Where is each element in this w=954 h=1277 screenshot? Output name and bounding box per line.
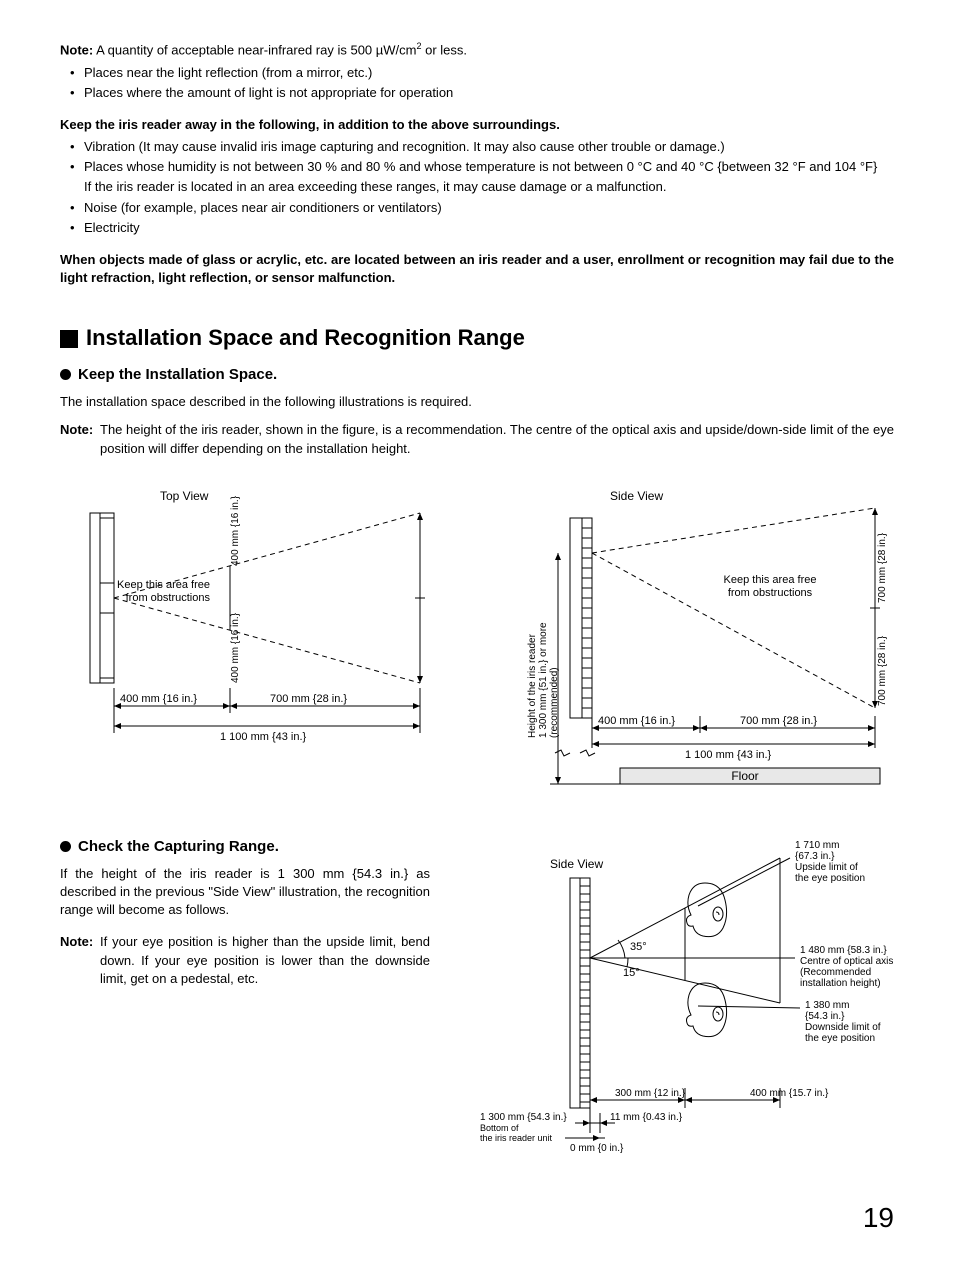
sub1-text: The installation space described in the … <box>60 393 894 411</box>
svg-text:1 100 mm {43 in.}: 1 100 mm {43 in.} <box>220 731 307 743</box>
diagram-top-view: Top View Keep this area free from obstru… <box>60 488 440 798</box>
svg-text:35°: 35° <box>630 941 647 953</box>
dot-icon <box>60 369 71 380</box>
note-body: If your eye position is higher than the … <box>60 933 430 988</box>
svg-text:Downside limit of: Downside limit of <box>805 1022 881 1033</box>
sub1-note: Note: The height of the iris reader, sho… <box>60 421 894 457</box>
svg-text:1 300 mm {51 in.} or more: 1 300 mm {51 in.} or more <box>538 622 549 738</box>
bullet-item: Noise (for example, places near air cond… <box>84 199 894 217</box>
svg-text:{67.3 in.}: {67.3 in.} <box>795 851 835 862</box>
bullet-item: Places where the amount of light is not … <box>84 84 894 102</box>
bullet-item: Places near the light reflection (from a… <box>84 64 894 82</box>
svg-text:Keep this area free: Keep this area free <box>724 574 817 586</box>
keep-away-heading: Keep the iris reader away in the followi… <box>60 116 894 134</box>
top-view-title: Top View <box>160 489 209 503</box>
bullet-item: Vibration (It may cause invalid iris ima… <box>84 138 894 156</box>
svg-text:installation height): installation height) <box>800 978 881 989</box>
page-number: 19 <box>60 1198 894 1237</box>
intro-bullets-b2: Noise (for example, places near air cond… <box>60 199 894 237</box>
svg-text:15°: 15° <box>623 967 640 979</box>
section-title: Installation Space and Recognition Range <box>60 323 894 354</box>
svg-text:300 mm {12 in.}: 300 mm {12 in.} <box>615 1088 686 1099</box>
glass-warning: When objects made of glass or acrylic, e… <box>60 251 894 287</box>
note-text: A quantity of acceptable near-infrared r… <box>93 42 416 57</box>
sub2-note: Note: If your eye position is higher tha… <box>60 933 430 988</box>
diagrams-row: Top View Keep this area free from obstru… <box>60 488 894 798</box>
svg-text:0 mm {0 in.}: 0 mm {0 in.} <box>570 1143 624 1154</box>
svg-text:(recommended): (recommended) <box>549 667 560 738</box>
note-body: The height of the iris reader, shown in … <box>60 421 894 457</box>
svg-text:Height of the iris reader: Height of the iris reader <box>527 633 538 738</box>
sub2-text: If the height of the iris reader is 1 30… <box>60 865 430 920</box>
svg-text:1 710 mm: 1 710 mm <box>795 840 839 851</box>
svg-text:Bottom of: Bottom of <box>480 1123 519 1133</box>
svg-text:400 mm {16 in.}: 400 mm {16 in.} <box>598 715 675 727</box>
svg-text:1 480 mm {58.3 in.}: 1 480 mm {58.3 in.} <box>800 945 887 956</box>
svg-text:1 100 mm {43 in.}: 1 100 mm {43 in.} <box>685 749 772 761</box>
svg-text:1 300 mm {54.3 in.}: 1 300 mm {54.3 in.} <box>480 1112 567 1123</box>
svg-text:11 mm {0.43 in.}: 11 mm {0.43 in.} <box>610 1112 683 1123</box>
svg-text:{54.3 in.}: {54.3 in.} <box>805 1011 845 1022</box>
note-label: Note: <box>60 421 93 439</box>
svg-text:400 mm {16 in.}: 400 mm {16 in.} <box>230 495 241 566</box>
section-title-text: Installation Space and Recognition Range <box>86 323 525 354</box>
bullet-sub: If the iris reader is located in an area… <box>60 178 894 196</box>
svg-text:700 mm {28 in.}: 700 mm {28 in.} <box>270 693 347 705</box>
intro-note: Note: A quantity of acceptable near-infr… <box>60 40 894 60</box>
svg-text:700 mm {28 in.}: 700 mm {28 in.} <box>740 715 817 727</box>
note-tail: or less. <box>422 42 468 57</box>
sub-title-1-text: Keep the Installation Space. <box>78 364 277 385</box>
svg-text:from obstructions: from obstructions <box>728 587 813 599</box>
svg-text:400 mm {16 in.}: 400 mm {16 in.} <box>120 693 197 705</box>
svg-text:700 mm {28 in.}: 700 mm {28 in.} <box>877 635 888 706</box>
intro-bullets-b: Vibration (It may cause invalid iris ima… <box>60 138 894 176</box>
svg-text:Floor: Floor <box>731 769 758 783</box>
svg-text:400 mm {15.7 in.}: 400 mm {15.7 in.} <box>750 1088 829 1099</box>
intro-bullets-a: Places near the light reflection (from a… <box>60 64 894 102</box>
bullet-item: Places whose humidity is not between 30 … <box>84 158 894 176</box>
svg-text:the eye position: the eye position <box>805 1033 875 1044</box>
square-icon <box>60 330 78 348</box>
capture-section: Check the Capturing Range. If the height… <box>60 828 894 1168</box>
svg-text:the iris reader unit: the iris reader unit <box>480 1133 553 1143</box>
svg-text:400 mm {16 in.}: 400 mm {16 in.} <box>230 612 241 683</box>
svg-text:700 mm {28 in.}: 700 mm {28 in.} <box>877 532 888 603</box>
note-label: Note: <box>60 933 93 951</box>
svg-text:the eye position: the eye position <box>795 873 865 884</box>
bullet-item: Electricity <box>84 219 894 237</box>
sub-title-1: Keep the Installation Space. <box>60 364 894 385</box>
svg-text:(Recommended: (Recommended <box>800 967 871 978</box>
svg-text:Upside limit of: Upside limit of <box>795 862 858 873</box>
svg-text:Side View: Side View <box>550 857 603 871</box>
note-label: Note: <box>60 42 93 57</box>
svg-text:from obstructions: from obstructions <box>126 592 211 604</box>
svg-text:1 380 mm: 1 380 mm <box>805 1000 849 1011</box>
svg-text:Side View: Side View <box>610 489 663 503</box>
diagram-capture: Side View <box>450 828 910 1168</box>
dot-icon <box>60 841 71 852</box>
svg-text:Centre of optical axis: Centre of optical axis <box>800 956 893 967</box>
sub-title-2-text: Check the Capturing Range. <box>78 836 279 857</box>
svg-text:Keep this area free: Keep this area free <box>117 579 210 591</box>
diagram-side-view: Side View Keep this a <box>480 488 900 798</box>
sub-title-2: Check the Capturing Range. <box>60 836 430 857</box>
